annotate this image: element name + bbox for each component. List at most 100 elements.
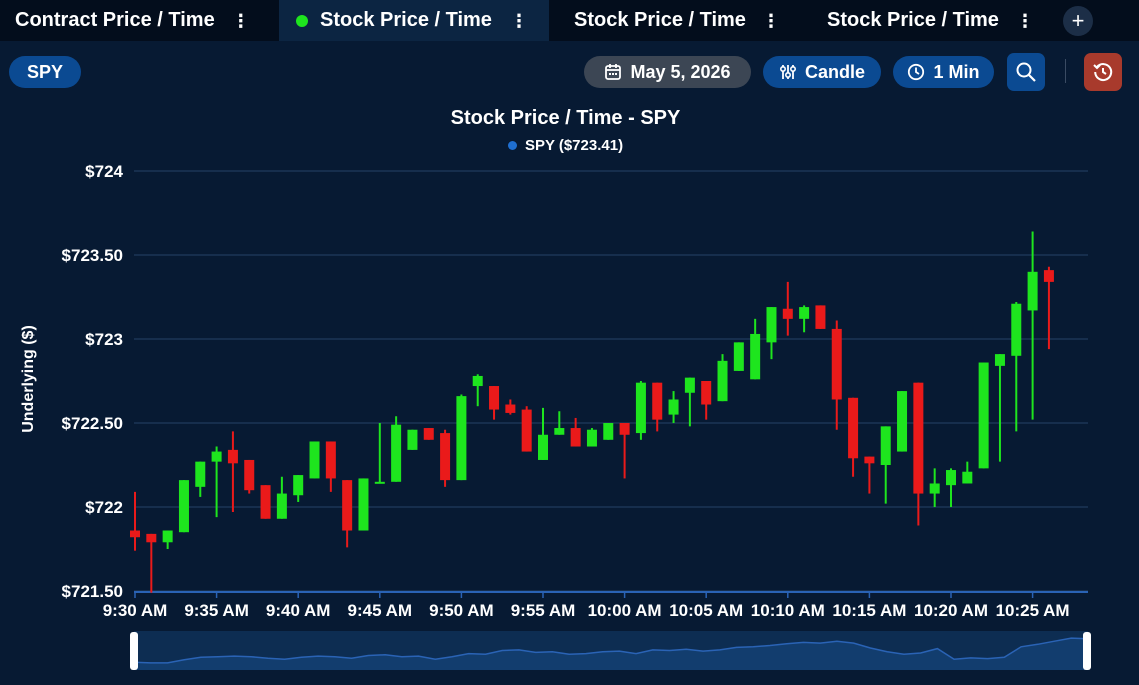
toolbar-divider (1065, 59, 1066, 83)
tab-stock-price-time-3[interactable]: Stock Price / Time ⋮ (802, 0, 1052, 41)
y-tick-label: $722.50 (62, 414, 123, 433)
candle-body (717, 360, 728, 402)
candle-body (293, 475, 304, 496)
navigator-line (133, 637, 1089, 664)
candle-body (538, 434, 548, 460)
x-tick-label: 9:40 AM (266, 601, 331, 620)
clock-icon (908, 63, 925, 81)
candle-body (799, 307, 810, 319)
candle-body (619, 423, 630, 435)
x-tick-label: 9:30 AM (103, 601, 168, 620)
candle-body (668, 399, 679, 415)
y-tick-label: $723 (85, 330, 123, 349)
candle-body (946, 470, 956, 486)
candle-body (423, 428, 434, 440)
tab-menu-icon[interactable]: ⋮ (231, 10, 250, 31)
tab-menu-icon[interactable]: ⋮ (761, 10, 780, 31)
tab-label: Stock Price / Time (574, 9, 746, 31)
chart-style-button[interactable]: Candle (763, 56, 881, 88)
candle-body (635, 382, 646, 434)
candle-body (276, 493, 287, 519)
y-tick-label: $724 (85, 162, 123, 181)
x-tick-label: 9:45 AM (348, 601, 413, 620)
candle-body (489, 386, 500, 410)
tab-label: Contract Price / Time (15, 9, 215, 31)
candle-body (472, 375, 483, 387)
candle-body (815, 305, 826, 329)
symbol-label: SPY (26, 61, 64, 82)
candle-body (570, 428, 581, 447)
candle-body (603, 423, 614, 440)
interval-label: 1 Min (933, 61, 980, 82)
candle-body (244, 459, 255, 491)
x-tick-label: 10:05 AM (669, 601, 743, 620)
x-tick-label: 10:20 AM (914, 601, 988, 620)
candle-body (162, 530, 173, 543)
date-picker-button[interactable]: May 5, 2026 (584, 56, 751, 88)
candle-body (994, 354, 1005, 366)
candle-body (325, 441, 336, 479)
candle-body (130, 530, 140, 538)
candle-body (391, 424, 402, 482)
candle-body (211, 451, 222, 462)
tab-label: Stock Price / Time (827, 9, 999, 31)
x-tick-label: 10:00 AM (588, 601, 662, 620)
active-indicator-icon (296, 14, 308, 27)
candle-body (782, 308, 793, 319)
navigator-left-handle[interactable] (130, 632, 138, 670)
date-label: May 5, 2026 (630, 61, 731, 82)
chart-title: Stock Price / Time - SPY (450, 107, 681, 129)
interval-button[interactable]: 1 Min (893, 56, 994, 88)
candle-body (1027, 271, 1038, 311)
tab-label: Stock Price / Time (320, 9, 492, 31)
candle-body (358, 478, 369, 531)
candle-body (652, 382, 663, 420)
candle-body (260, 485, 271, 519)
candle-body (978, 362, 989, 469)
zoom-search-icon (1016, 62, 1036, 82)
chart-legend[interactable]: SPY ($723.41) (0, 137, 1131, 154)
candle-body (929, 483, 940, 494)
candle-body (178, 480, 189, 533)
candle-body (962, 471, 973, 484)
candle-body (1043, 270, 1054, 282)
x-tick-label: 9:50 AM (429, 601, 494, 620)
candle-body (146, 533, 157, 543)
tab-bar: Contract Price / Time ⋮ Stock Price / Ti… (0, 0, 1139, 41)
candle-body (750, 333, 761, 380)
candle-body (733, 342, 744, 371)
candle-body (880, 426, 891, 465)
candle-body (766, 307, 777, 343)
candle-body (864, 456, 875, 464)
candle-body (586, 429, 597, 447)
candle-body (554, 428, 565, 435)
tab-stock-price-time-active[interactable]: Stock Price / Time ⋮ (279, 0, 549, 41)
symbol-button[interactable]: SPY (9, 56, 81, 88)
candle-body (456, 396, 467, 481)
candle-body (440, 433, 451, 481)
calendar-icon (605, 64, 622, 80)
x-tick-label: 10:10 AM (751, 601, 825, 620)
legend-swatch-icon (507, 141, 517, 150)
tab-stock-price-time-2[interactable]: Stock Price / Time ⋮ (549, 0, 802, 41)
candle-body (897, 391, 908, 452)
candle-body (342, 480, 353, 531)
tab-contract-price-time[interactable]: Contract Price / Time ⋮ (0, 0, 279, 41)
candle-body (227, 449, 238, 464)
y-tick-label: $723.50 (62, 246, 123, 265)
candle-body (1011, 303, 1022, 356)
legend-entry: SPY ($723.41) (524, 137, 624, 154)
navigator-right-handle[interactable] (1083, 632, 1091, 670)
candle-body (831, 328, 842, 400)
tab-menu-icon[interactable]: ⋮ (509, 10, 528, 31)
x-tick-label: 9:35 AM (184, 601, 249, 620)
reset-history-button[interactable] (1084, 53, 1122, 91)
add-tab-button[interactable]: + (1063, 6, 1093, 36)
candle-body (374, 481, 385, 484)
navigator-area (134, 638, 1088, 670)
candle-body (521, 409, 532, 452)
zoom-button[interactable] (1007, 53, 1045, 91)
tab-menu-icon[interactable]: ⋮ (1015, 10, 1034, 31)
candle-body (309, 441, 320, 479)
